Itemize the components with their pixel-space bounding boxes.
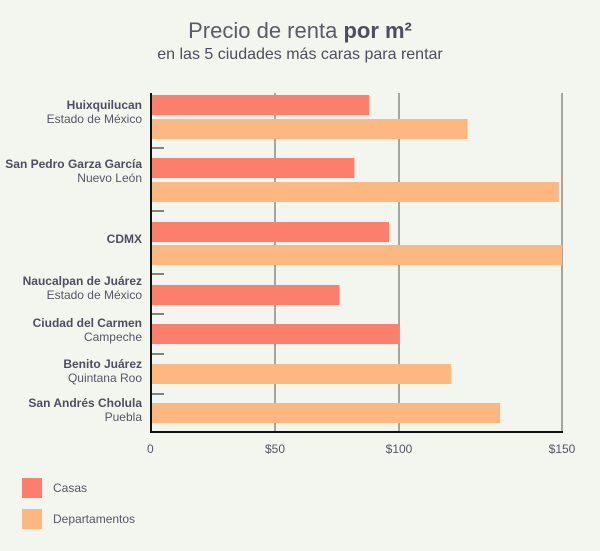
x-tick-label: 0 <box>147 442 154 456</box>
category-label: San Andrés Cholula Puebla <box>28 396 142 424</box>
legend-swatch-departamentos <box>22 509 42 529</box>
category-label: Naucalpan de Juárez Estado de México <box>23 274 142 302</box>
category-name: Ciudad del Carmen <box>32 316 142 330</box>
category-label: CDMX <box>107 232 142 246</box>
category-name: San Pedro Garza García <box>5 157 142 171</box>
bar-casas <box>151 324 399 344</box>
category-state: Estado de México <box>46 112 142 126</box>
x-tick-label: $50 <box>265 442 285 456</box>
category-name: CDMX <box>106 232 142 246</box>
category-label: Benito Juárez Quintana Roo <box>63 357 142 385</box>
category-state: Nuevo León <box>77 171 142 185</box>
category-state: Estado de México <box>46 288 142 302</box>
bar-departamentos <box>151 403 501 423</box>
bar-departamentos <box>151 182 559 202</box>
category-state: Quintana Roo <box>67 371 142 385</box>
legend-item-casas: Casas <box>22 478 87 498</box>
legend-label-departamentos: Departamentos <box>53 512 136 526</box>
x-tick-label: $100 <box>386 442 413 456</box>
legend-item-departamentos: Departamentos <box>22 509 135 529</box>
category-state: Campeche <box>83 330 142 344</box>
chart-subtitle: en las 5 ciudades más caras para rentar <box>157 46 443 63</box>
category-name: Naucalpan de Juárez <box>22 274 142 288</box>
category-name: Benito Juárez <box>63 357 142 371</box>
bar-casas <box>151 158 355 178</box>
bar-casas <box>151 222 390 242</box>
category-name: Huixquilucan <box>66 98 142 112</box>
category-name: San Andrés Cholula <box>28 396 142 410</box>
bar-departamentos <box>151 364 452 384</box>
legend-swatch-casas <box>22 478 42 498</box>
bar-departamentos <box>151 119 468 139</box>
chart-title: Precio de renta por m² <box>188 18 412 43</box>
category-label: San Pedro Garza García Nuevo León <box>5 157 142 185</box>
category-label: Huixquilucan Estado de México <box>47 98 142 126</box>
x-tick-label: $150 <box>549 442 576 456</box>
category-label: Ciudad del Carmen Campeche <box>33 316 142 344</box>
bar-casas <box>151 95 370 115</box>
category-state: Puebla <box>104 410 142 424</box>
legend-label-casas: Casas <box>53 481 88 495</box>
bar-departamentos <box>151 245 562 265</box>
bar-casas <box>151 285 340 305</box>
